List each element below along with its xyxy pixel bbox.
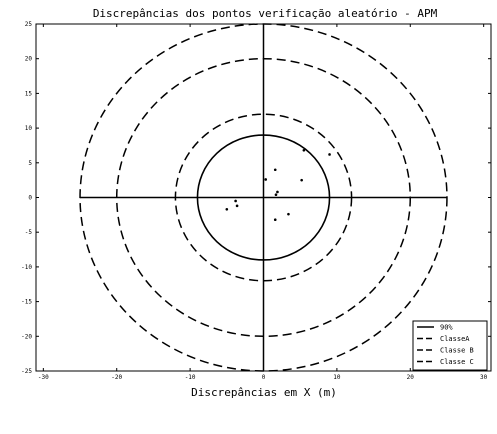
legend-label: Classe B	[440, 347, 474, 355]
y-tick-label: -25	[21, 368, 32, 375]
data-point-1	[273, 168, 277, 172]
y-axis-ticks: 25 20 15 10 5 0 -5 -10 -15 -20 -25	[21, 21, 491, 375]
y-tick-label: -20	[21, 333, 32, 340]
legend-label: 90%	[440, 324, 453, 332]
x-tick-label: 30	[480, 374, 488, 381]
x-tick-label: -10	[185, 374, 196, 381]
x-tick-label: -20	[111, 374, 122, 381]
y-tick-label: 10	[25, 125, 33, 132]
x-tick-label: 0	[262, 374, 266, 381]
y-tick-label: -10	[21, 264, 32, 271]
legend-box	[412, 320, 488, 371]
y-tick-label: -15	[21, 299, 32, 306]
y-tick-label: 20	[25, 56, 33, 63]
data-point-7	[274, 193, 278, 197]
y-tick-label: 0	[28, 195, 32, 202]
legend: 90% ClasseA Classe B Classe C	[412, 320, 488, 371]
data-point-8	[234, 199, 237, 203]
data-point-9	[235, 204, 239, 208]
data-point-6	[276, 190, 279, 194]
origin-axes	[80, 24, 447, 371]
data-point-2	[264, 178, 268, 181]
data-point-3	[302, 149, 306, 152]
x-tick-label: 10	[333, 374, 341, 381]
x-axis-label: Discrepâncias em X (m)	[191, 386, 337, 399]
legend-label: Classe C	[440, 358, 474, 366]
y-tick-label: 15	[25, 90, 33, 97]
y-tick-label: 5	[28, 160, 32, 167]
data-point-10	[225, 207, 229, 211]
chart-title: Discrepâncias dos pontos verificação ale…	[93, 7, 438, 20]
data-point-12	[273, 218, 277, 222]
data-point-5	[300, 178, 303, 182]
legend-label: ClasseA	[440, 335, 470, 343]
x-tick-label: 20	[407, 374, 415, 381]
x-tick-label: -30	[38, 374, 49, 381]
data-points	[225, 149, 331, 222]
y-tick-label: 25	[25, 21, 33, 28]
y-tick-label: -5	[25, 229, 33, 236]
data-point-4	[328, 153, 331, 156]
data-point-11	[287, 212, 290, 216]
